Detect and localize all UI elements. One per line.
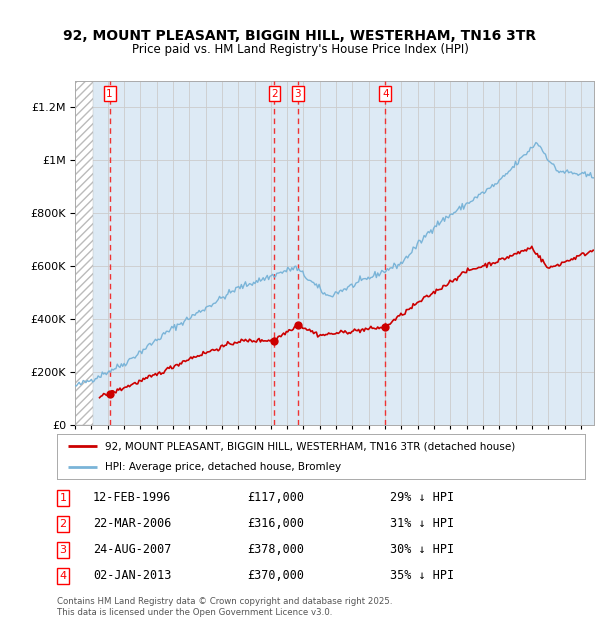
Text: 31% ↓ HPI: 31% ↓ HPI (390, 518, 454, 530)
Text: HPI: Average price, detached house, Bromley: HPI: Average price, detached house, Brom… (104, 461, 341, 472)
Text: 4: 4 (382, 89, 389, 99)
Text: £117,000: £117,000 (248, 492, 305, 504)
Text: 1: 1 (59, 493, 67, 503)
Text: 24-AUG-2007: 24-AUG-2007 (93, 544, 171, 556)
Text: 92, MOUNT PLEASANT, BIGGIN HILL, WESTERHAM, TN16 3TR (detached house): 92, MOUNT PLEASANT, BIGGIN HILL, WESTERH… (104, 441, 515, 451)
Text: £378,000: £378,000 (248, 544, 305, 556)
Text: 3: 3 (59, 545, 67, 555)
Text: Contains HM Land Registry data © Crown copyright and database right 2025.
This d: Contains HM Land Registry data © Crown c… (57, 598, 392, 617)
Text: 02-JAN-2013: 02-JAN-2013 (93, 570, 171, 582)
Text: 2: 2 (59, 519, 67, 529)
Text: 3: 3 (295, 89, 301, 99)
Text: 92, MOUNT PLEASANT, BIGGIN HILL, WESTERHAM, TN16 3TR: 92, MOUNT PLEASANT, BIGGIN HILL, WESTERH… (64, 29, 536, 43)
Text: 2: 2 (271, 89, 278, 99)
Text: £370,000: £370,000 (248, 570, 305, 582)
Text: 4: 4 (59, 571, 67, 581)
Text: 30% ↓ HPI: 30% ↓ HPI (390, 544, 454, 556)
Text: 35% ↓ HPI: 35% ↓ HPI (390, 570, 454, 582)
Text: 29% ↓ HPI: 29% ↓ HPI (390, 492, 454, 504)
Text: Price paid vs. HM Land Registry's House Price Index (HPI): Price paid vs. HM Land Registry's House … (131, 43, 469, 56)
Bar (75, 81, 92, 425)
Text: 1: 1 (106, 89, 113, 99)
Text: £316,000: £316,000 (248, 518, 305, 530)
Text: 22-MAR-2006: 22-MAR-2006 (93, 518, 171, 530)
Text: 12-FEB-1996: 12-FEB-1996 (93, 492, 171, 504)
